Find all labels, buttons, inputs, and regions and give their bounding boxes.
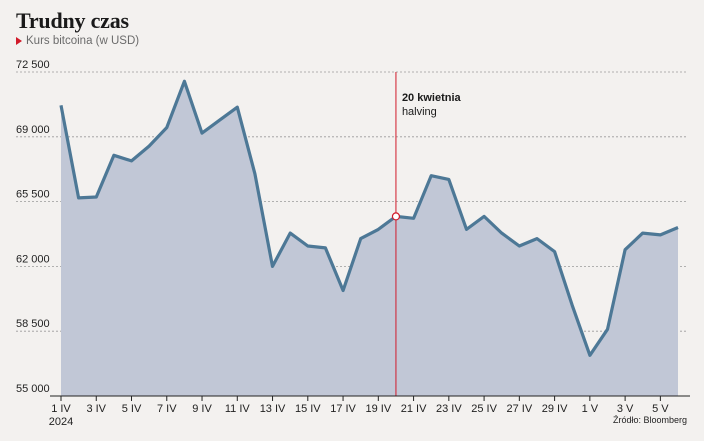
x-tick-label: 1 IV — [51, 403, 71, 415]
x-tick-label: 11 IV — [225, 403, 251, 415]
area-fill — [61, 81, 678, 397]
y-axis-labels: 55 000 58 500 62 000 65 500 69 000 72 500 — [16, 59, 50, 395]
halving-annotation: 20 kwietnia halving — [391, 72, 462, 396]
x-tick-label: 9 IV — [192, 403, 212, 415]
x-tick-label: 25 IV — [471, 403, 497, 415]
chart-subtitle: Kurs bitcoina (w USD) — [16, 35, 139, 47]
y-tick-label: 58 500 — [16, 318, 50, 330]
x-tick-label: 3 V — [617, 403, 634, 415]
y-tick-label: 62 000 — [16, 253, 50, 265]
x-tick-label: 19 IV — [365, 403, 391, 415]
subtitle-text: Kurs bitcoina (w USD) — [26, 35, 140, 47]
y-tick-label: 72 500 — [16, 59, 50, 71]
price-line — [59, 79, 679, 357]
x-tick-label: 3 IV — [86, 403, 106, 415]
annotation-date-label: 20 kwietnia — [402, 92, 462, 104]
x-tick-label: 27 IV — [506, 403, 532, 415]
x-tick-label: 23 IV — [436, 403, 462, 415]
x-tick-label: 13 IV — [260, 403, 286, 415]
triangle-marker-icon — [16, 37, 22, 45]
halving-point — [391, 212, 401, 221]
annotation-label: halving — [402, 106, 437, 118]
x-tick-label: 7 IV — [157, 403, 177, 415]
x-tick-label: 1 V — [582, 403, 599, 415]
x-tick-label: 15 IV — [295, 403, 321, 415]
source-note: Źródło: Bloomberg — [612, 415, 687, 425]
x-tick-label: 5 V — [652, 403, 669, 415]
y-tick-label: 69 000 — [16, 124, 50, 136]
year-label: 2024 — [49, 416, 73, 428]
x-tick-label: 29 IV — [542, 403, 568, 415]
y-tick-label: 55 000 — [16, 383, 50, 395]
chart-title: Trudny czas — [16, 8, 129, 33]
x-tick-label: 17 IV — [330, 403, 356, 415]
x-tick-label: 5 IV — [122, 403, 142, 415]
x-axis-ticks: 1 IV 3 IV 5 IV 7 IV 9 IV 11 IV 13 IV 15 IV 17 IV… — [49, 396, 669, 428]
y-tick-label: 65 500 — [16, 189, 50, 201]
x-tick-label: 21 IV — [401, 403, 427, 415]
